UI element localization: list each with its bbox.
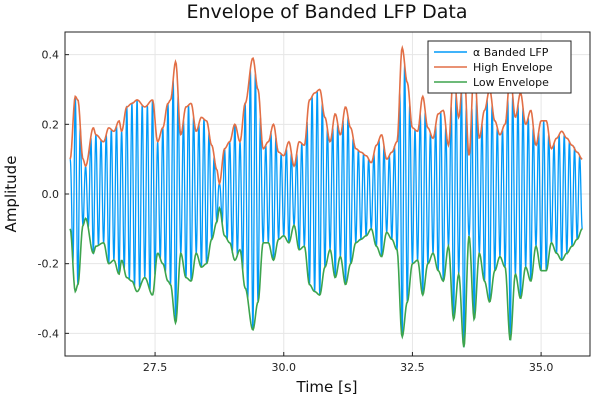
- x-tick-label: 35.0: [529, 361, 554, 374]
- y-tick-label: -0.2: [38, 258, 59, 271]
- plot-area: [69, 44, 583, 348]
- chart-title: Envelope of Banded LFP Data: [187, 1, 468, 23]
- y-tick-label: 0.4: [42, 49, 60, 62]
- x-tick-label: 30.0: [272, 361, 297, 374]
- legend-entry-high-envelope: High Envelope: [473, 61, 553, 74]
- y-tick-label: 0.0: [42, 188, 60, 201]
- axis-ticks: 27.5 30.0 32.5 35.0 -0.4 -0.2 0.0 0.2 0.4: [38, 49, 554, 374]
- x-tick-label: 27.5: [143, 361, 168, 374]
- legend-entry-low-envelope: Low Envelope: [473, 76, 549, 89]
- x-axis-label: Time [s]: [296, 378, 358, 396]
- y-tick-label: -0.4: [38, 327, 59, 340]
- y-axis-label: Amplitude: [2, 156, 20, 233]
- series-alpha-banded-lfp: [69, 64, 583, 348]
- y-tick-label: 0.2: [42, 118, 60, 131]
- x-tick-label: 32.5: [400, 361, 425, 374]
- series-high-envelope: [69, 44, 583, 186]
- series-low-envelope: [69, 205, 583, 348]
- legend: α Banded LFP High Envelope Low Envelope: [427, 40, 572, 94]
- legend-entry-alpha-banded-lfp: α Banded LFP: [473, 46, 549, 59]
